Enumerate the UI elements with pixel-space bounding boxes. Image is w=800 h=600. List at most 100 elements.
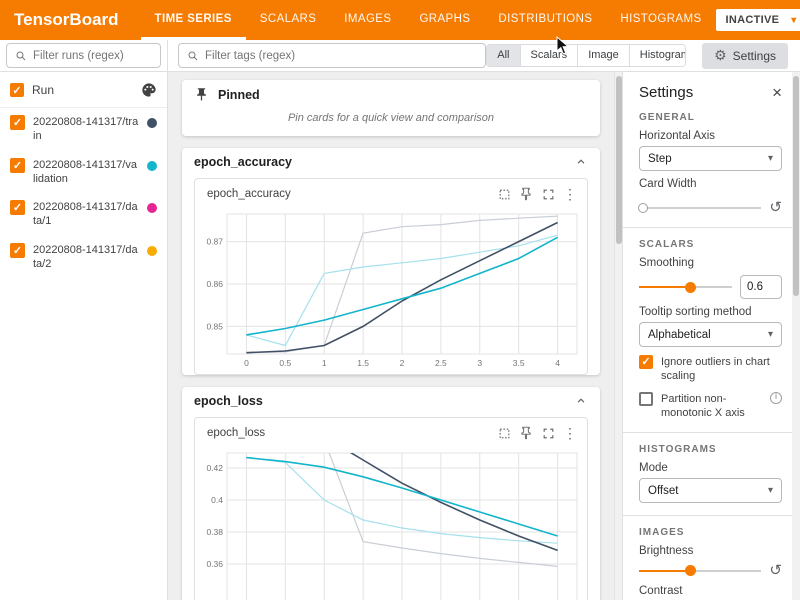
run-checkbox[interactable]: ✓ xyxy=(10,115,25,130)
more-options-icon[interactable]: ⋮ xyxy=(563,185,577,202)
run-row-train[interactable]: ✓ 20220808-141317/train xyxy=(0,108,167,151)
brightness-slider[interactable] xyxy=(639,565,762,577)
svg-text:0.5: 0.5 xyxy=(279,358,291,368)
checkbox-unchecked[interactable] xyxy=(639,391,653,406)
pin-card-icon[interactable] xyxy=(515,423,537,443)
chart-card-header: epoch_accuracy ⋮ xyxy=(195,179,587,204)
main-scrollbar-thumb[interactable] xyxy=(616,76,622,244)
pin-card-icon[interactable] xyxy=(515,184,537,204)
pinned-header: Pinned xyxy=(182,80,600,109)
reset-brightness-icon[interactable]: ↺ xyxy=(769,562,782,580)
group-header[interactable]: epoch_loss xyxy=(182,387,600,415)
filter-runs-box[interactable] xyxy=(6,43,161,68)
tab-distributions[interactable]: DISTRIBUTIONS xyxy=(498,12,593,25)
smoothing-label: Smoothing xyxy=(639,257,694,269)
run-row-validation[interactable]: ✓ 20220808-141317/validation xyxy=(0,151,167,194)
fullscreen-icon[interactable] xyxy=(537,423,559,443)
body: ✓ Run ✓ 20220808-141317/train ✓ 20220808… xyxy=(0,72,800,600)
close-icon[interactable]: × xyxy=(772,83,782,102)
run-checkbox[interactable]: ✓ xyxy=(10,200,25,216)
ignore-outliers-checkbox-row[interactable]: ✓ Ignore outliers in chart scaling xyxy=(639,355,782,384)
status-label: INACTIVE xyxy=(725,14,780,26)
run-label: 20220808-141317/data/1 xyxy=(33,201,138,228)
tooltip-sorting-select[interactable]: Alphabetical ▾ xyxy=(639,322,782,347)
run-checkbox[interactable]: ✓ xyxy=(10,157,25,173)
histogram-mode-value: Offset xyxy=(648,484,679,497)
data-status-dropdown[interactable]: INACTIVE ▾ xyxy=(715,9,800,31)
tab-graphs[interactable]: GRAPHS xyxy=(419,12,471,25)
horizontal-axis-value: Step xyxy=(648,152,672,165)
partition-x-label: Partition non-monotonic X axis xyxy=(661,392,745,419)
slider-fill xyxy=(639,286,691,288)
horizontal-axis-select[interactable]: Step ▾ xyxy=(639,146,782,171)
partition-x-checkbox-row[interactable]: Partition non-monotonic X axis i xyxy=(639,391,782,421)
info-icon[interactable]: i xyxy=(770,391,782,404)
smoothing-slider[interactable] xyxy=(639,281,732,293)
run-label: 20220808-141317/train xyxy=(33,116,139,143)
chevron-up-icon[interactable] xyxy=(574,394,588,408)
settings-scrollbar[interactable] xyxy=(792,72,800,600)
group-header[interactable]: epoch_accuracy xyxy=(182,148,600,176)
tab-histograms[interactable]: HISTOGRAMS xyxy=(620,12,702,25)
slider-thumb[interactable] xyxy=(685,565,697,577)
histogram-mode-select[interactable]: Offset ▾ xyxy=(639,478,782,504)
chart-card-header: epoch_loss ⋮ xyxy=(195,418,587,443)
chip-histogram[interactable]: Histogram xyxy=(629,45,686,66)
slider-thumb[interactable] xyxy=(637,202,648,213)
line-chart-epoch-loss[interactable]: 00.511.522.533.540.420.40.380.36 xyxy=(197,445,585,600)
select-all-runs-checkbox[interactable]: ✓ xyxy=(10,83,24,97)
chevron-up-icon[interactable] xyxy=(574,155,588,169)
slider-thumb[interactable] xyxy=(685,281,697,293)
pin-icon xyxy=(197,88,206,101)
more-options-icon[interactable]: ⋮ xyxy=(563,424,577,441)
checkbox-checked[interactable]: ✓ xyxy=(639,355,653,369)
palette-icon xyxy=(142,83,156,97)
smoothing-input[interactable] xyxy=(740,275,782,299)
pinned-title: Pinned xyxy=(218,87,260,102)
pinned-empty-message: Pin cards for a quick view and compariso… xyxy=(287,112,495,124)
svg-text:4: 4 xyxy=(555,358,560,368)
group-title: epoch_accuracy xyxy=(194,155,292,169)
svg-text:0.4: 0.4 xyxy=(211,495,223,505)
tab-time-series[interactable]: TIME SERIES xyxy=(140,0,246,40)
svg-text:1.5: 1.5 xyxy=(357,358,369,368)
reset-card-width-icon[interactable]: ↺ xyxy=(769,199,782,216)
contrast-label: Contrast xyxy=(639,585,683,598)
tab-images[interactable]: IMAGES xyxy=(344,12,392,25)
run-row-data-2[interactable]: ✓ 20220808-141317/data/2 xyxy=(0,236,167,279)
chip-scalars[interactable]: Scalars xyxy=(520,45,579,66)
ignore-outliers-label: Ignore outliers in chart scaling xyxy=(661,356,770,383)
filter-tags-box[interactable] xyxy=(178,43,487,68)
nav-tabs: TIME SERIES SCALARS IMAGES GRAPHS DISTRI… xyxy=(140,0,716,40)
run-checkbox[interactable]: ✓ xyxy=(10,242,25,258)
fullscreen-icon[interactable] xyxy=(537,184,559,204)
gear-icon: ⚙ xyxy=(714,47,727,63)
run-row-data-1[interactable]: ✓ 20220808-141317/data/1 xyxy=(0,193,167,236)
runs-column-label: Run xyxy=(32,83,55,97)
settings-button[interactable]: ⚙ Settings xyxy=(702,42,788,69)
run-label: 20220808-141317/data/2 xyxy=(33,243,138,271)
section-general: GENERAL xyxy=(639,112,695,123)
settings-panel: Settings × GENERAL Horizontal Axis Step … xyxy=(622,72,800,600)
caret-down-icon: ▾ xyxy=(767,485,773,497)
run-color-dot xyxy=(147,160,157,171)
chip-image[interactable]: Image xyxy=(578,45,630,66)
fit-to-data-icon[interactable] xyxy=(493,184,515,204)
filter-tags-input[interactable] xyxy=(205,49,478,62)
card-width-slider[interactable] xyxy=(637,202,762,213)
search-icon xyxy=(16,51,26,60)
svg-text:2: 2 xyxy=(400,358,405,368)
svg-text:3.5: 3.5 xyxy=(513,358,525,368)
chip-all[interactable]: All xyxy=(487,45,521,66)
svg-text:0.38: 0.38 xyxy=(206,527,223,537)
pinned-panel: Pinned Pin cards for a quick view and co… xyxy=(182,80,600,136)
filter-runs-input[interactable] xyxy=(33,49,152,62)
svg-text:0.36: 0.36 xyxy=(206,559,223,569)
fit-to-data-icon[interactable] xyxy=(493,423,515,443)
caret-down-icon: ▾ xyxy=(767,153,773,164)
settings-scrollbar-thumb[interactable] xyxy=(793,76,799,296)
line-chart-epoch-accuracy[interactable]: 0 0.5 1 1.5 2 2.5 3 3.5 4 0.85 0.86 0.87 xyxy=(197,206,585,370)
caret-down-icon: ▾ xyxy=(791,14,797,26)
tab-scalars[interactable]: SCALARS xyxy=(259,12,317,25)
main-scrollbar[interactable] xyxy=(614,72,622,600)
